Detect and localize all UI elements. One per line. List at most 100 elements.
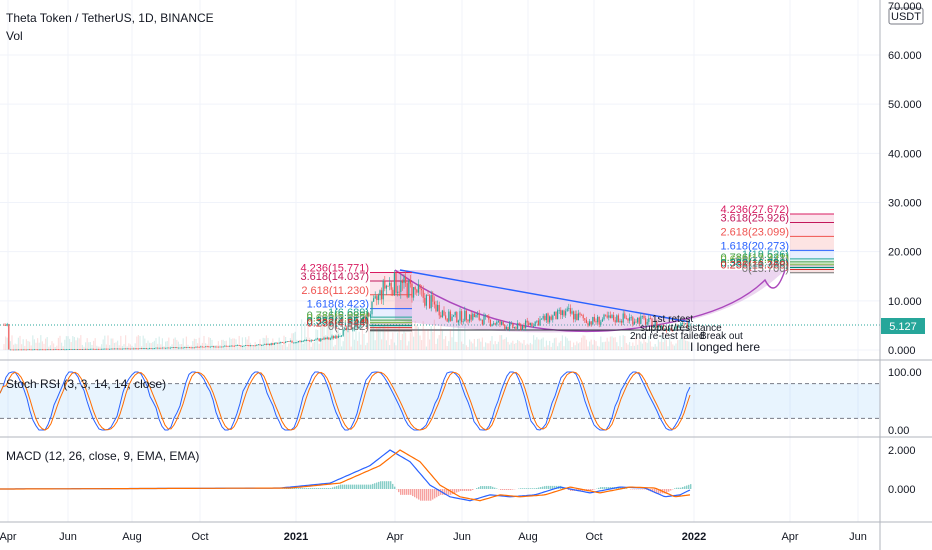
volume-bar	[433, 319, 435, 350]
candle-body	[272, 343, 274, 345]
volume-bar	[600, 336, 602, 350]
volume-bar	[17, 337, 19, 350]
macd-label[interactable]: MACD (12, 26, close, 9, EMA, EMA)	[6, 449, 199, 463]
volume-bar	[214, 345, 216, 350]
candle-body	[219, 346, 221, 348]
volume-label[interactable]: Vol	[6, 29, 23, 43]
candle-body	[149, 348, 151, 349]
fib-zone	[790, 222, 834, 237]
volume-bar	[513, 343, 515, 350]
candle-body	[86, 348, 88, 350]
volume-bar	[193, 338, 195, 350]
volume-bar	[632, 342, 634, 350]
candle-body	[661, 325, 663, 328]
macd-histogram-bar	[368, 484, 370, 489]
candle-body	[669, 327, 671, 330]
macd-histogram-bar	[530, 488, 532, 489]
macd-histogram-bar	[676, 487, 678, 489]
volume-bar	[49, 345, 51, 350]
macd-histogram-bar	[536, 487, 538, 489]
fib-level-label: 0.786(6.088)	[307, 310, 369, 322]
macd-histogram-bar	[660, 489, 662, 494]
fib-level-label: 3.618(14.037)	[301, 271, 370, 283]
candle-body	[22, 349, 24, 351]
candle-body	[88, 349, 90, 350]
macd-histogram-bar	[496, 488, 498, 489]
macd-histogram-bar	[338, 485, 340, 489]
price-axis[interactable]: USDT 70.000 60.000 50.000 40.000 30.000 20.00…	[888, 1, 924, 357]
candle-body	[659, 325, 661, 328]
candle-body	[555, 311, 557, 320]
candle-body	[510, 323, 512, 324]
candle-body	[289, 340, 291, 342]
candle-body	[257, 344, 259, 346]
volume-bar	[5, 336, 7, 350]
macd-histogram-bar	[286, 488, 288, 489]
candle-body	[137, 348, 139, 350]
volume-bar	[123, 344, 125, 350]
volume-bar	[134, 343, 136, 350]
volume-bar	[619, 335, 621, 350]
macd-histogram-bar	[598, 487, 600, 489]
grid	[0, 0, 880, 522]
volume-bar	[465, 345, 467, 350]
fib-level-label: 0.382(16.780)	[721, 257, 790, 269]
candle-body	[665, 328, 667, 331]
candle-body	[427, 295, 429, 296]
volume-bar	[89, 341, 91, 350]
volume-bar	[534, 339, 536, 350]
volume-bar	[443, 339, 445, 350]
volume-bar	[38, 342, 40, 350]
volume-bar	[32, 335, 34, 350]
volume-bar	[115, 342, 117, 350]
candle-body	[531, 322, 533, 327]
time-axis[interactable]: Apr Jun Aug Oct 2021 Apr Jun Aug Oct 2022 Apr Jun	[0, 531, 867, 543]
candle-body	[163, 347, 165, 349]
stoch-label[interactable]: Stoch RSI (3, 3, 14, 14, close)	[6, 377, 166, 391]
volume-bar	[454, 341, 456, 350]
volume-bar	[149, 342, 151, 350]
candle-body	[529, 322, 531, 325]
candle-body	[184, 347, 186, 349]
macd-histogram-bar	[348, 484, 350, 489]
macd-histogram-bar	[394, 486, 396, 489]
candle-body	[539, 319, 541, 326]
candle-body	[688, 322, 690, 329]
macd-histogram-bar	[324, 488, 326, 489]
volume-bar	[595, 341, 597, 350]
macd-histogram-bar	[480, 486, 482, 489]
fib-level-label: 0.618(17.447)	[721, 254, 790, 266]
volume-bar	[421, 340, 423, 350]
candle-body	[201, 346, 203, 348]
volume-bar	[24, 345, 26, 350]
candle-body	[217, 346, 219, 348]
volume-bar	[584, 335, 586, 350]
volume-bar	[216, 345, 218, 350]
candle-body	[616, 315, 618, 323]
candle-body	[229, 345, 231, 347]
volume-bar	[552, 342, 554, 350]
volume-bar	[638, 339, 640, 350]
candle-body	[558, 309, 560, 311]
candle-body	[200, 346, 202, 348]
volume-bar	[131, 345, 133, 350]
symbol-title[interactable]: Theta Token / TetherUS, 1D, BINANCE	[6, 11, 214, 25]
candle-body	[115, 348, 117, 350]
stoch-k-line	[0, 371, 691, 431]
candle-body	[416, 289, 418, 293]
macd-histogram-bar	[436, 489, 438, 498]
macd-histogram-bar	[400, 489, 402, 495]
volume-bar	[288, 343, 290, 350]
volume-bar	[649, 341, 651, 350]
current-price: 5.127	[889, 321, 917, 333]
volume-bar	[581, 337, 583, 350]
volume-bar	[125, 335, 127, 350]
macd-histogram-bar	[420, 489, 422, 501]
candle-body	[425, 295, 427, 306]
candle-body	[317, 338, 319, 340]
candle-body	[326, 337, 328, 340]
macd-histogram-bar	[296, 488, 298, 489]
volume-bar	[232, 338, 234, 350]
volume-bar	[598, 346, 600, 350]
